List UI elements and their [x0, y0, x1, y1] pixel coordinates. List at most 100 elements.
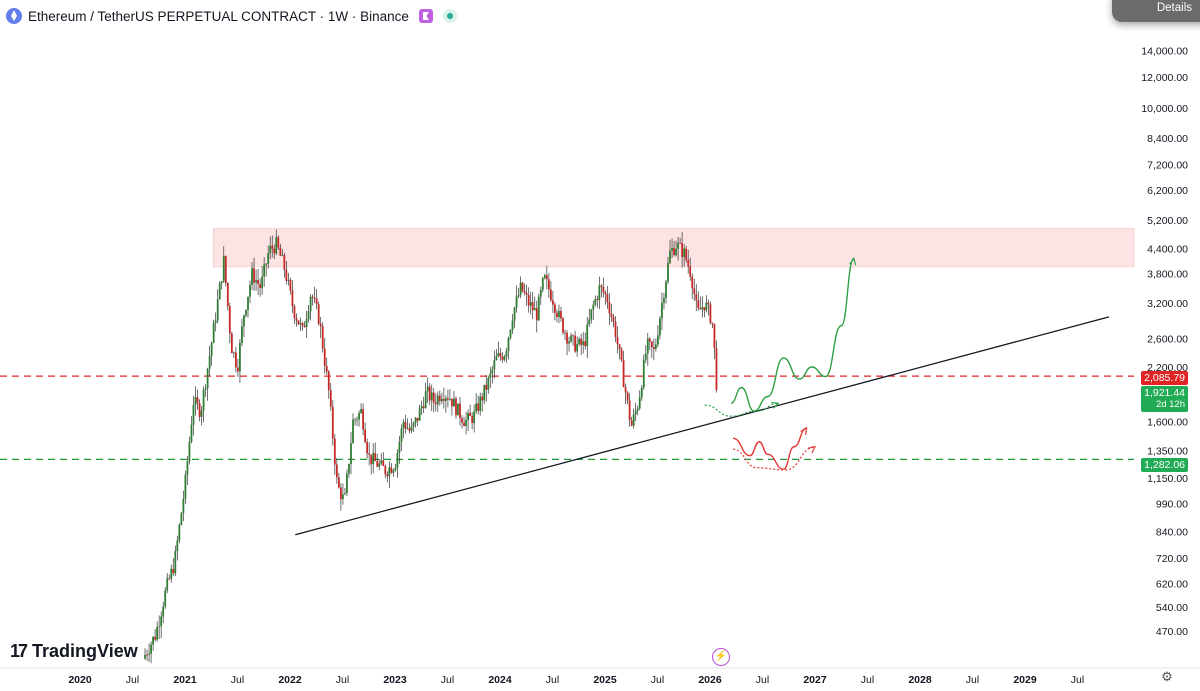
candle-body — [650, 341, 653, 348]
candle-body — [432, 392, 435, 403]
candle-body — [418, 408, 421, 421]
candle-body — [247, 296, 249, 311]
candle-body — [531, 302, 534, 311]
details-button[interactable]: Details — [1112, 0, 1200, 22]
candle-body — [230, 333, 233, 354]
candle-body — [344, 493, 346, 495]
market-status-icon[interactable] — [442, 9, 457, 23]
candle-body — [568, 341, 570, 344]
candle-body — [410, 426, 413, 431]
candle-body — [614, 321, 617, 338]
candle-body — [491, 369, 494, 374]
tradingview-logo-text: TradingView — [32, 640, 138, 661]
candle-body — [428, 386, 431, 401]
tradingview-logo[interactable]: 17 TradingView — [10, 640, 138, 662]
x-tick-label: 2021 — [173, 674, 197, 686]
bearish-arrow — [800, 426, 808, 436]
candle-body — [596, 299, 599, 301]
candle-body — [325, 365, 328, 372]
gear-icon[interactable]: ⚙ — [1161, 669, 1173, 684]
candle-body — [701, 307, 704, 310]
candle-body — [364, 429, 367, 443]
bullish-dotted-arc — [704, 402, 779, 417]
candle-body — [507, 337, 510, 352]
candle-body — [523, 291, 526, 294]
candle-body — [249, 284, 251, 297]
candle-body — [590, 309, 593, 320]
candle-body — [657, 335, 659, 345]
candle-body — [588, 319, 591, 325]
candle-body — [616, 337, 619, 345]
candle-body — [444, 398, 447, 401]
flag-icon[interactable] — [418, 9, 433, 23]
candle-body — [307, 311, 310, 320]
candle-body — [208, 355, 211, 369]
candle-body — [642, 359, 645, 388]
candle-body — [303, 325, 306, 328]
candle-body — [154, 636, 157, 640]
candle-body — [301, 323, 304, 326]
candle-body — [166, 578, 169, 591]
candle-body — [239, 342, 241, 372]
candle-body — [378, 463, 381, 467]
candle-body — [457, 403, 459, 416]
candle-body — [578, 338, 581, 344]
y-tick-label: 12,000.00 — [1141, 72, 1188, 84]
candle-body — [659, 318, 661, 336]
candle-body — [661, 302, 663, 319]
candle-body — [564, 332, 566, 334]
candle-body — [465, 420, 467, 427]
candle-body — [358, 412, 360, 420]
candle-body — [291, 290, 294, 307]
candle-body — [271, 245, 274, 249]
lightning-icon[interactable]: ⚡ — [712, 648, 730, 666]
candle-body — [376, 461, 379, 467]
candle-body — [158, 626, 161, 628]
candle-body — [497, 353, 500, 357]
candle-body — [170, 568, 173, 579]
x-tick-label: Jul — [231, 674, 244, 686]
x-tick-label: 2023 — [383, 674, 407, 686]
candle-body — [261, 276, 264, 289]
candle-body — [390, 467, 393, 473]
candle-body — [533, 308, 536, 311]
x-tick-label: 2027 — [803, 674, 827, 686]
candle-body — [535, 308, 538, 321]
candle-body — [487, 378, 490, 390]
candle-body — [715, 348, 718, 391]
candle-body — [574, 335, 577, 352]
candle-body — [519, 282, 522, 296]
resistance-zone — [212, 228, 1135, 268]
candle-body — [408, 428, 411, 431]
candle-body — [255, 280, 257, 283]
candle-body — [150, 644, 152, 654]
candle-body — [705, 302, 708, 311]
candle-body — [646, 338, 649, 354]
candle-body — [461, 418, 463, 423]
candle-body — [174, 551, 177, 574]
candle-body — [168, 578, 171, 580]
y-tick-label: 1,600.00 — [1147, 416, 1188, 428]
candle-body — [368, 453, 371, 455]
candle-body — [146, 654, 148, 656]
candle-body — [424, 391, 427, 408]
candle-body — [562, 318, 564, 333]
candle-body — [329, 390, 332, 407]
x-tick-label: Jul — [966, 674, 979, 686]
candle-body — [483, 384, 486, 401]
x-tick-label: Jul — [546, 674, 559, 686]
x-tick-label: 2020 — [68, 674, 92, 686]
candle-body — [459, 403, 461, 419]
candle-body — [449, 398, 451, 400]
candle-body — [636, 408, 639, 411]
candle-body — [243, 315, 245, 327]
candle-body — [279, 247, 282, 256]
candle-body — [527, 295, 530, 306]
candle-body — [156, 627, 159, 640]
candle-body — [196, 397, 199, 404]
ethereum-icon — [6, 8, 22, 24]
candle-body — [352, 419, 354, 444]
candle-body — [503, 356, 506, 360]
symbol-title[interactable]: Ethereum / TetherUS PERPETUAL CONTRACT ·… — [28, 8, 409, 24]
